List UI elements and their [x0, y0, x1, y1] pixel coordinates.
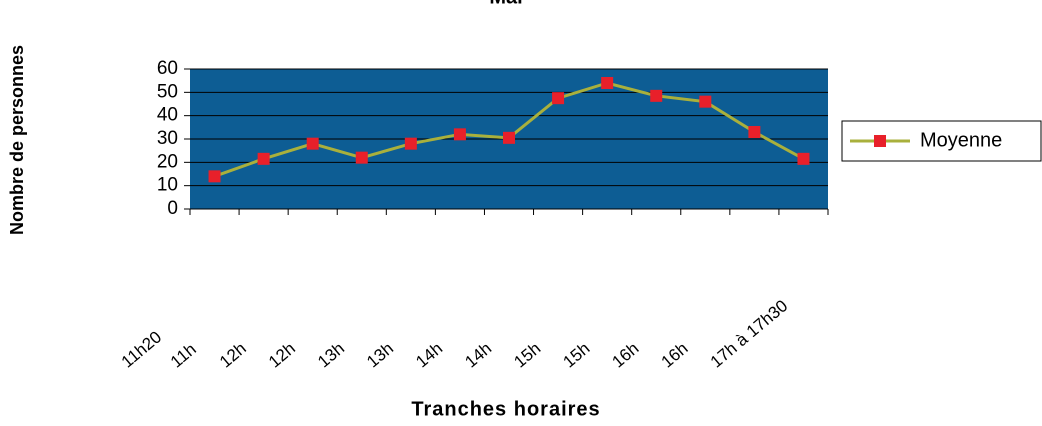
legend-label: Moyenne [920, 129, 1002, 151]
x-tick-label: 11h20 [118, 327, 165, 371]
x-tick-label: 11h [167, 340, 200, 372]
marker [208, 170, 221, 183]
y-tick-label: 20 [157, 151, 178, 172]
x-tick-label: 14h [461, 339, 495, 372]
y-tick-label: 0 [167, 198, 178, 219]
marker [552, 92, 565, 105]
x-tick-label: 12h [216, 339, 250, 372]
marker [257, 152, 270, 165]
x-tick-label: 15h [510, 339, 544, 372]
x-tick-label: 15h [559, 339, 593, 372]
marker [503, 131, 515, 144]
x-tick-label: 13h [314, 339, 348, 372]
legend-marker [874, 135, 886, 147]
x-tick-label: 13h [363, 339, 397, 372]
y-axis-title: Nombre de personnes [7, 45, 27, 235]
x-tick-label: 12h [265, 339, 299, 372]
marker [306, 137, 319, 150]
x-tick-label: 17h à 17h30 [707, 296, 792, 371]
marker [601, 77, 614, 89]
x-axis-title: Tranches horaires [411, 398, 600, 420]
x-tick-label: 16h [658, 339, 692, 372]
marker [797, 152, 810, 165]
marker [453, 128, 466, 141]
y-tick-label: 40 [157, 105, 178, 126]
marker [650, 89, 663, 102]
marker [404, 137, 417, 150]
y-tick-label: 10 [157, 175, 178, 196]
marker [699, 95, 712, 108]
chart-title: Mai [489, 0, 522, 8]
y-tick-label: 60 [157, 58, 178, 79]
x-tick-label: 16h [609, 339, 643, 372]
marker [355, 151, 368, 164]
y-tick-label: 50 [157, 81, 178, 102]
marker [748, 126, 761, 138]
y-tick-label: 30 [157, 128, 178, 149]
x-tick-label: 14h [412, 339, 446, 372]
